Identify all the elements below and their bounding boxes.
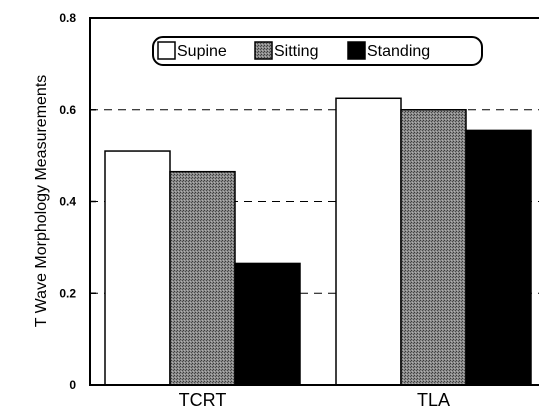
legend-swatch-supine: [157, 41, 176, 60]
bar-tcrt-standing: [234, 262, 301, 386]
bar-tla-standing: [465, 129, 532, 386]
legend-label-sitting: Sitting: [274, 43, 318, 60]
x-category-label: TCRT: [179, 390, 227, 410]
y-tick-label: 0.2: [59, 286, 76, 300]
bar-tla-supine: [335, 97, 402, 386]
y-tick-label: 0.6: [59, 103, 76, 117]
legend-swatch-sitting: [254, 41, 273, 60]
legend-label-standing: Standing: [367, 43, 430, 60]
legend-label-supine: Supine: [177, 43, 227, 60]
y-tick-label: 0.4: [59, 195, 76, 209]
x-category-label: TLA: [417, 390, 450, 410]
legend-box: [152, 36, 483, 66]
legend-swatch-standing: [347, 41, 366, 60]
x-axis-labels: TCRT TLA: [179, 390, 450, 410]
y-tick-label: 0.8: [59, 11, 76, 25]
y-axis-ticks: 0 0.2 0.4 0.6 0.8: [59, 11, 96, 392]
bar-tcrt-supine: [104, 150, 171, 386]
y-tick-label: 0: [69, 378, 76, 392]
bar-tla-sitting: [400, 109, 467, 386]
y-axis-label: T Wave Morphology Measurements: [33, 75, 50, 328]
legend: Supine Sitting Standing: [152, 36, 483, 66]
bars: [104, 97, 532, 386]
bar-tcrt-sitting: [169, 170, 236, 386]
